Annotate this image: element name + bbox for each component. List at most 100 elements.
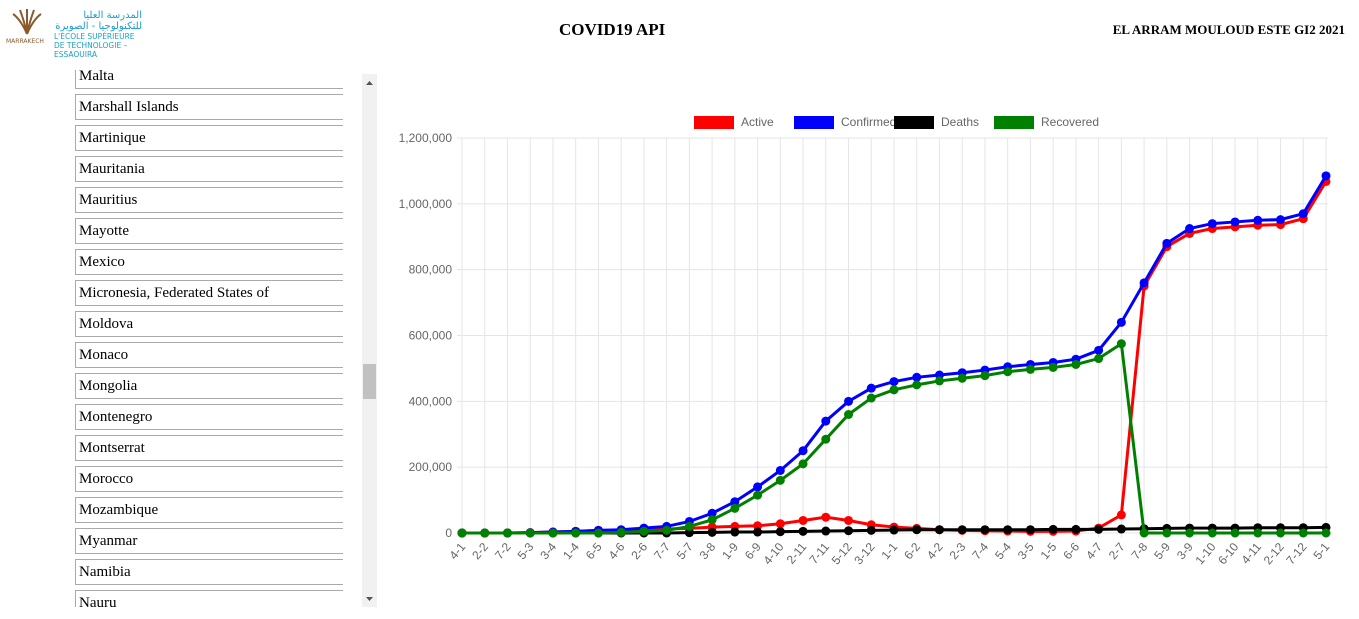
- x-tick-label: 6-5: [583, 540, 605, 563]
- x-tick-label: 7-4: [969, 540, 991, 563]
- data-point: [934, 376, 944, 386]
- data-point: [798, 515, 808, 525]
- data-point: [684, 521, 694, 531]
- data-point: [844, 396, 854, 406]
- country-item[interactable]: Montserrat: [75, 435, 343, 461]
- x-tick-label: 7-11: [806, 540, 832, 567]
- y-tick-label: 600,000: [409, 329, 453, 343]
- data-point: [889, 525, 899, 535]
- x-tick-label: 3-8: [697, 540, 719, 563]
- data-point: [1139, 278, 1149, 288]
- data-point: [980, 371, 990, 381]
- data-point: [662, 525, 672, 535]
- x-tick-label: 1-4: [560, 540, 582, 563]
- x-tick-label: 4-10: [760, 540, 786, 568]
- x-tick-label: 2-6: [628, 540, 650, 563]
- country-item[interactable]: Martinique: [75, 125, 343, 151]
- country-item[interactable]: Myanmar: [75, 528, 343, 554]
- data-point: [480, 528, 490, 538]
- data-point: [1048, 524, 1058, 534]
- data-point: [1139, 528, 1149, 538]
- data-point: [1321, 171, 1331, 181]
- data-point: [866, 525, 876, 535]
- data-point: [1185, 528, 1195, 538]
- x-tick-label: 2-2: [469, 540, 491, 563]
- country-item[interactable]: Malta: [75, 70, 343, 89]
- x-tick-label: 5-12: [829, 540, 855, 568]
- x-tick-label: 7-8: [1129, 540, 1151, 563]
- data-point: [753, 490, 763, 500]
- country-item[interactable]: Mexico: [75, 249, 343, 275]
- data-point: [502, 528, 512, 538]
- country-item[interactable]: Mozambique: [75, 497, 343, 523]
- country-item[interactable]: Montenegro: [75, 404, 343, 430]
- data-point: [912, 380, 922, 390]
- data-point: [798, 459, 808, 469]
- y-tick-label: 400,000: [409, 394, 453, 408]
- data-point: [1276, 528, 1286, 538]
- data-point: [821, 526, 831, 536]
- country-item[interactable]: Mongolia: [75, 373, 343, 399]
- x-tick-label: 4-2: [924, 540, 946, 563]
- country-item[interactable]: Mayotte: [75, 218, 343, 244]
- data-point: [1276, 215, 1286, 225]
- data-point: [1116, 524, 1126, 534]
- data-point: [593, 528, 603, 538]
- data-point: [1230, 528, 1240, 538]
- data-point: [821, 434, 831, 444]
- data-point: [684, 528, 694, 538]
- x-tick-label: 4-6: [606, 540, 628, 563]
- data-point: [753, 527, 763, 537]
- country-item[interactable]: Morocco: [75, 466, 343, 492]
- x-tick-label: 6-10: [1215, 540, 1241, 568]
- page-title: COVID19 API: [559, 20, 666, 39]
- country-item[interactable]: Marshall Islands: [75, 94, 343, 120]
- x-tick-label: 3-12: [851, 540, 877, 568]
- data-point: [844, 515, 854, 525]
- x-tick-label: 3-4: [537, 540, 559, 563]
- scrollbar[interactable]: [362, 74, 377, 607]
- data-point: [1025, 364, 1035, 374]
- data-point: [821, 416, 831, 426]
- data-point: [798, 446, 808, 456]
- chart: 0 200,000 400,000 600,000 800,000 1,000,000 1,…: [399, 115, 1333, 568]
- country-item[interactable]: Moldova: [75, 311, 343, 337]
- data-point: [571, 528, 581, 538]
- data-point: [1207, 219, 1217, 229]
- x-tick-label: 2-11: [784, 540, 810, 567]
- legend-swatch: [794, 116, 834, 129]
- x-tick-label: 4-11: [1238, 540, 1264, 567]
- country-item[interactable]: Mauritius: [75, 187, 343, 213]
- country-item[interactable]: Namibia: [75, 559, 343, 585]
- legend-label: Active: [741, 115, 774, 129]
- data-point: [844, 410, 854, 419]
- data-point: [844, 526, 854, 536]
- data-point: [730, 497, 740, 507]
- data-point: [1071, 359, 1081, 369]
- data-point: [775, 527, 785, 537]
- data-point: [616, 527, 626, 537]
- country-item[interactable]: Micronesia, Federated States of: [75, 280, 343, 306]
- legend-swatch: [994, 116, 1034, 129]
- data-point: [1094, 345, 1104, 355]
- legend-label: Confirmed: [841, 115, 896, 129]
- data-point: [1116, 317, 1126, 327]
- x-tick-label: 4-7: [1083, 540, 1105, 563]
- country-item[interactable]: Nauru: [75, 590, 343, 607]
- x-tick-label: 5-7: [674, 540, 696, 563]
- data-point: [730, 527, 740, 537]
- x-tick-label: 7-12: [1283, 540, 1309, 568]
- data-point: [753, 482, 763, 492]
- x-tick-label: 7-2: [492, 540, 514, 563]
- data-point: [821, 512, 831, 522]
- data-point: [957, 525, 967, 535]
- x-tick-label: 1-10: [1192, 540, 1218, 568]
- data-point: [866, 393, 876, 403]
- x-tick-label: 2-3: [947, 540, 969, 563]
- scroll-thumb[interactable]: [363, 364, 376, 399]
- country-item[interactable]: Monaco: [75, 342, 343, 368]
- data-point: [957, 373, 967, 383]
- country-item[interactable]: Mauritania: [75, 156, 343, 182]
- x-tick-label: 6-2: [901, 540, 923, 563]
